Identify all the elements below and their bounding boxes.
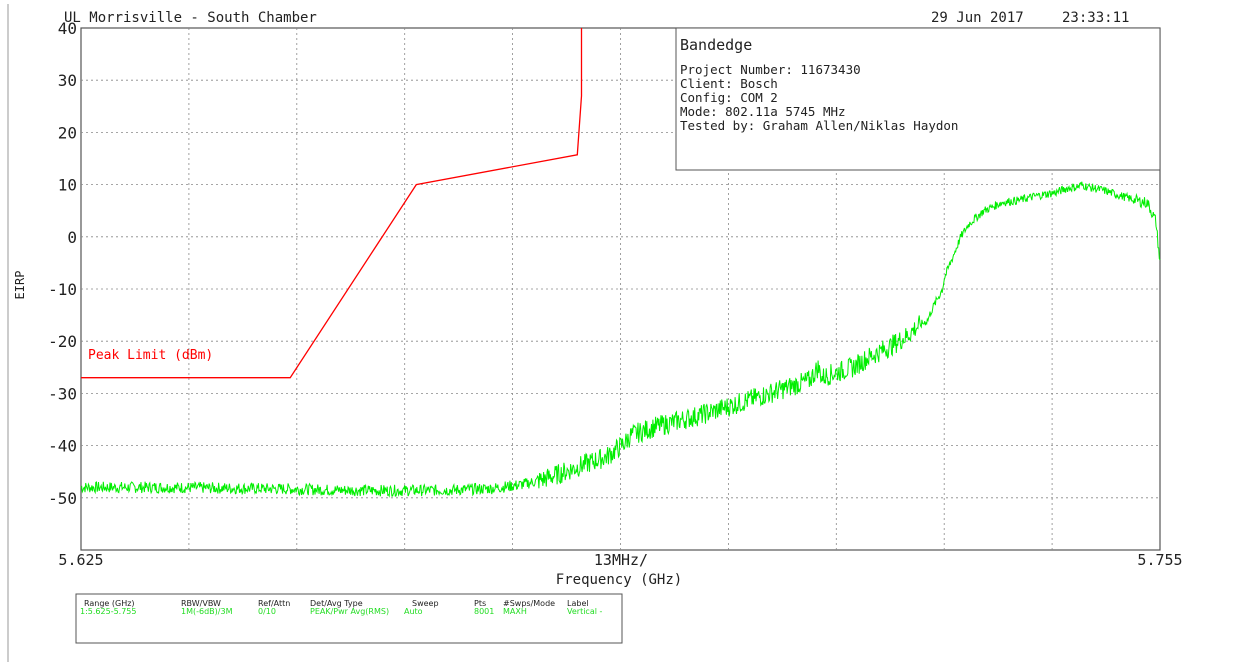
table-value-cell: 8001 (474, 607, 494, 616)
y-axis-label: EIRP (13, 271, 27, 300)
table-header-cell: Label (567, 599, 589, 608)
table-header-row: Range (GHz) RBW/VBW Ref/Attn Det/Avg Type Sw… (84, 599, 589, 608)
table-value-cell: 0/10 (258, 607, 276, 616)
peak-limit-line (81, 28, 583, 379)
y-tick-labels: 40 30 20 10 0 -10 -20 -30 -40 -50 (48, 19, 77, 508)
info-line-mode: Mode: 802.11a 5745 MHz (680, 104, 846, 119)
x-tick-start: 5.625 (58, 551, 103, 569)
y-tick-label: 10 (58, 176, 77, 195)
y-tick-label: -30 (48, 384, 77, 403)
y-tick-label: -40 (48, 437, 77, 456)
y-tick-label: -50 (48, 489, 77, 508)
info-box-title: Bandedge (680, 36, 752, 54)
table-header-cell: Det/Avg Type (310, 599, 363, 608)
x-tick-center: 13MHz/ (594, 551, 648, 569)
table-value-cell: Auto (404, 607, 423, 616)
table-header-cell: #Swps/Mode (503, 599, 555, 608)
y-tick-label: 30 (58, 71, 77, 90)
y-tick-label: -10 (48, 280, 77, 299)
table-header-cell: Ref/Attn (258, 599, 290, 608)
table-header-cell: Range (GHz) (84, 599, 135, 608)
measured-trace (80, 181, 1161, 498)
x-tick-end: 5.755 (1137, 551, 1182, 569)
info-line-client: Client: Bosch (680, 76, 778, 91)
header-time: 23:33:11 (1062, 10, 1129, 26)
y-tick-label: -20 (48, 332, 77, 351)
settings-table: Range (GHz) RBW/VBW Ref/Attn Det/Avg Type Sw… (75, 593, 623, 644)
table-value-cell: MAXH (503, 607, 527, 616)
info-line-tested-by: Tested by: Graham Allen/Niklas Haydon (680, 118, 958, 133)
y-tick-label: 40 (58, 19, 77, 38)
table-value-cell: Vertical - (567, 607, 602, 616)
y-tick-label: 20 (58, 123, 77, 142)
table-value-cell: 1:5.625-5.755 (80, 607, 136, 616)
header-date: 29 Jun 2017 (931, 10, 1024, 26)
limit-series-label: Peak Limit (dBm) (88, 348, 213, 363)
settings-table-frame (75, 593, 623, 644)
site-title: UL Morrisville - South Chamber (64, 10, 317, 26)
table-header-cell: Sweep (412, 599, 439, 608)
info-box-frame (675, 27, 1161, 171)
table-value-row: 1:5.625-5.755 1M(-6dB)/3M 0/10 PEAK/Pwr Avg… (80, 607, 602, 616)
info-line-project: Project Number: 11673430 (680, 62, 861, 77)
table-header-cell: Pts (474, 599, 486, 608)
x-axis-label: Frequency (GHz) (556, 572, 682, 588)
series-group (80, 28, 1161, 498)
info-box: Bandedge Project Number: 11673430 Client… (675, 27, 1161, 171)
table-header-cell: RBW/VBW (181, 599, 221, 608)
info-line-config: Config: COM 2 (680, 90, 778, 105)
table-value-cell: 1M(-6dB)/3M (181, 607, 233, 616)
y-tick-label: 0 (67, 228, 77, 247)
table-value-cell: PEAK/Pwr Avg(RMS) (310, 607, 389, 616)
